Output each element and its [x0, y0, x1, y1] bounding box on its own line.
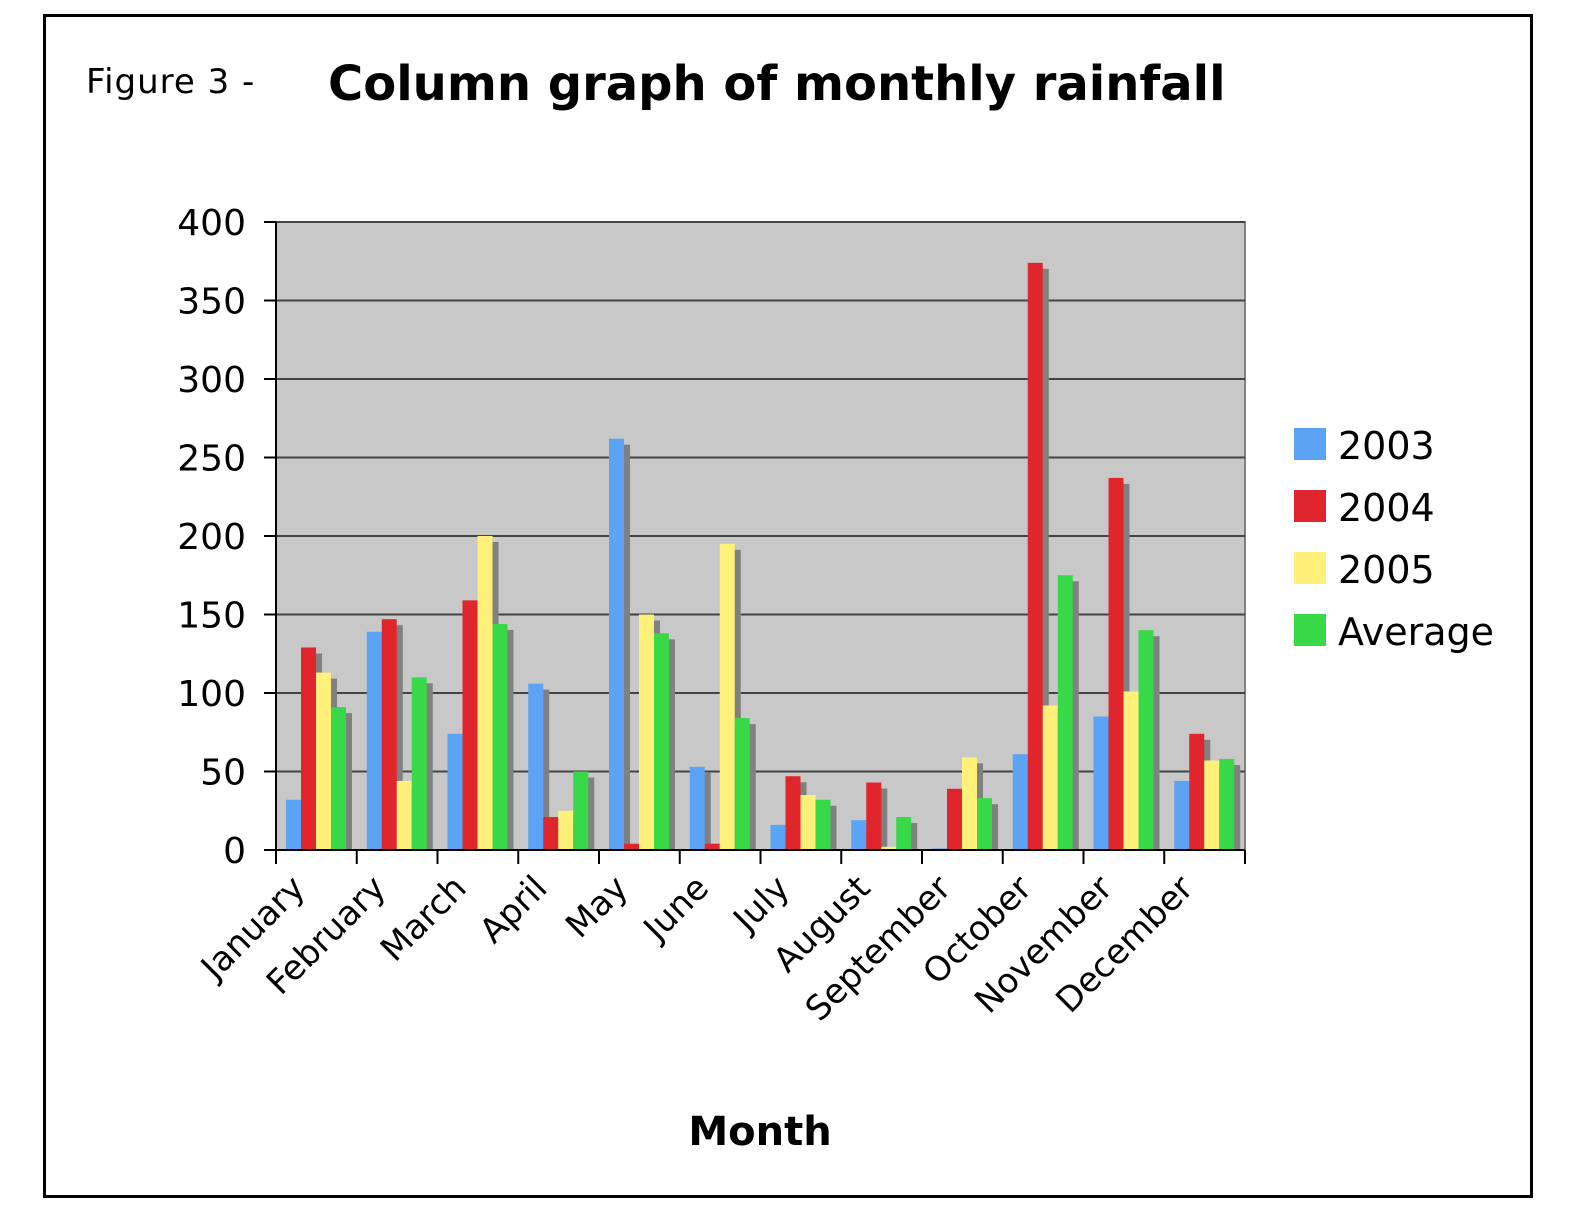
bar-2005-august — [881, 846, 897, 850]
figure-label: Figure 3 - — [86, 62, 256, 102]
bar-average-may — [654, 633, 669, 850]
legend-label-2004: 2004 — [1338, 486, 1435, 530]
bar-average-february — [411, 677, 427, 850]
y-tick-label: 350 — [177, 282, 246, 323]
x-tick-label: June — [635, 868, 717, 950]
x-tick-label: May — [558, 868, 636, 946]
bar-2003-october — [1012, 754, 1028, 850]
bar-2004-january — [301, 647, 316, 850]
bar-average-march — [492, 623, 508, 850]
x-tick-label: March — [373, 868, 475, 970]
legend-swatch-average — [1294, 614, 1326, 646]
bar-2005-january — [316, 672, 331, 850]
bars — [286, 262, 1241, 850]
bar-average-november — [1138, 630, 1154, 850]
bar-2004-september — [947, 788, 962, 850]
bar-2004-july — [785, 776, 801, 850]
bar-2003-april — [528, 683, 544, 850]
bar-2004-june — [704, 843, 720, 850]
legend-label-average: Average — [1338, 610, 1494, 654]
x-tick-label: July — [725, 868, 798, 941]
bar-2005-april — [558, 810, 574, 850]
bar-2005-february — [396, 780, 412, 850]
chart-title: Column graph of monthly rainfall — [328, 56, 1226, 112]
bar-2005-may — [639, 614, 654, 850]
legend: 2003 2004 2005 Average — [1294, 424, 1494, 654]
bar-2005-july — [800, 795, 816, 850]
bar-2004-november — [1108, 477, 1124, 850]
bar-2003-august — [851, 820, 867, 850]
gridlines — [276, 221, 1245, 773]
bar-2005-october — [1042, 705, 1058, 850]
bar-average-august — [896, 817, 912, 850]
bar-2003-december — [1174, 780, 1190, 850]
bar-average-june — [734, 718, 750, 850]
bar-2004-august — [866, 782, 882, 850]
bar-2004-april — [543, 817, 559, 850]
bar-2005-june — [719, 543, 735, 850]
bar-2004-february — [381, 619, 397, 850]
bar-2004-october — [1027, 262, 1043, 850]
y-tick-label: 0 — [223, 831, 246, 872]
y-tick-label: 250 — [177, 439, 246, 480]
bar-2003-march — [447, 733, 463, 850]
bar-2005-march — [477, 536, 493, 850]
bar-average-september — [977, 798, 992, 850]
bar-2005-september — [962, 757, 977, 850]
bar-2005-december — [1204, 760, 1220, 850]
bar-2003-november — [1093, 716, 1109, 850]
bar-2003-february — [366, 631, 382, 850]
x-tick-label: April — [472, 868, 555, 951]
y-tick-label: 150 — [177, 596, 246, 637]
bar-2003-july — [770, 824, 786, 850]
bar-2003-june — [689, 766, 705, 850]
legend-label-2003: 2003 — [1338, 424, 1435, 468]
bar-2003-january — [286, 799, 301, 850]
legend-swatch-2003 — [1294, 428, 1326, 460]
bar-2004-december — [1189, 733, 1205, 850]
x-axis-title: Month — [688, 1109, 831, 1155]
bar-2004-march — [462, 600, 478, 850]
bar-average-july — [815, 799, 831, 850]
legend-label-2005: 2005 — [1338, 548, 1435, 592]
legend-swatch-2005 — [1294, 552, 1326, 584]
legend-swatch-2004 — [1294, 490, 1326, 522]
bar-2005-november — [1123, 691, 1139, 850]
y-tick-label: 400 — [177, 203, 246, 244]
bar-average-april — [573, 771, 589, 850]
bar-2003-may — [609, 438, 624, 850]
bar-2004-may — [624, 843, 639, 850]
bar-average-december — [1219, 758, 1235, 850]
y-tick-label: 50 — [200, 753, 246, 794]
y-tick-label: 300 — [177, 360, 246, 401]
y-tick-label: 100 — [177, 674, 246, 715]
y-tick-label: 200 — [177, 517, 246, 558]
bar-average-january — [331, 707, 346, 850]
bar-average-october — [1057, 575, 1073, 850]
